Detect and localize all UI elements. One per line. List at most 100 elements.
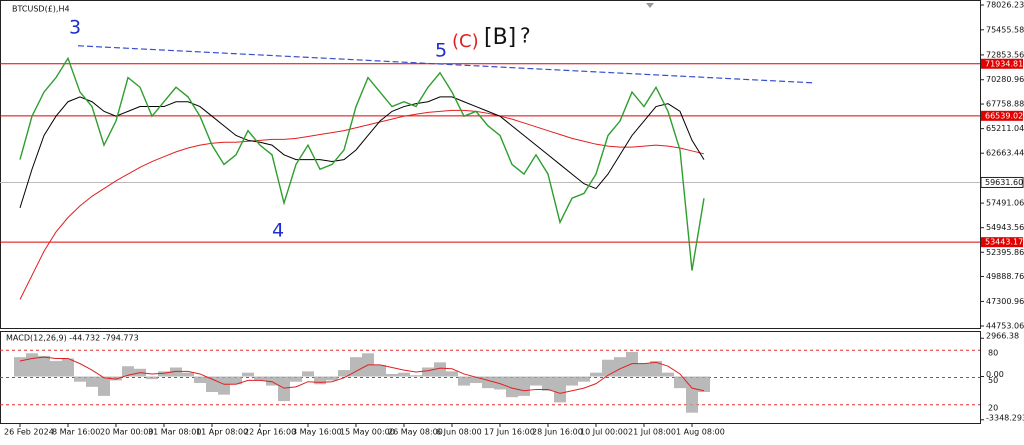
histogram-bar <box>482 376 494 389</box>
level-label: 80 <box>988 349 998 358</box>
histogram-bar <box>146 376 158 380</box>
histogram-bar <box>686 376 698 413</box>
x-tick-label: 21 Jul 08:00 <box>628 428 676 437</box>
series-line <box>19 56 705 271</box>
level-label: 71934.81 <box>985 59 1023 68</box>
histogram-bar <box>158 371 170 377</box>
x-tick-label: 26 Feb 2024 <box>4 428 54 437</box>
histogram-bar <box>698 376 710 393</box>
histogram-bar <box>614 357 626 377</box>
series-line <box>19 96 705 208</box>
histogram-bar <box>422 367 434 377</box>
wave-label: 3 <box>69 17 81 39</box>
x-tick-label: 17 Jun 16:00 <box>484 428 535 437</box>
histogram-bar <box>74 376 86 382</box>
y-tick-label: 75455.58 <box>986 25 1024 34</box>
price-panel <box>0 0 981 329</box>
histogram-bar <box>470 376 482 383</box>
y-tick-label: 57491.06 <box>986 199 1024 208</box>
level-tag <box>981 237 1023 248</box>
histogram-bar <box>302 371 314 377</box>
histogram-bar <box>194 376 206 383</box>
annotation: [B] <box>484 25 516 50</box>
y-tick-label: 0.00 <box>986 370 1004 379</box>
histogram-bar <box>434 362 446 377</box>
y-tick-label: 78026.23 <box>986 0 1024 9</box>
series-line <box>19 356 705 394</box>
y-tick-label: -3348.293 <box>986 413 1024 422</box>
x-tick-label: 28 Jun 16:00 <box>532 428 583 437</box>
level-label: 20 <box>988 403 998 412</box>
histogram-bar <box>530 376 542 386</box>
histogram-bar <box>62 358 74 377</box>
histogram-bar <box>446 371 458 377</box>
histogram-bar <box>14 357 26 377</box>
histogram-bar <box>290 376 302 382</box>
series-line <box>19 109 705 300</box>
level-tag <box>981 58 1023 69</box>
histogram-bar <box>458 376 470 386</box>
annotation: ? <box>520 24 531 48</box>
histogram-bar <box>242 372 254 377</box>
histogram-bar <box>398 372 410 377</box>
histogram-bar <box>266 376 278 386</box>
histogram-bar <box>626 352 638 377</box>
y-tick-label: 44753.06 <box>986 322 1024 331</box>
x-tick-label: 1 Aug 08:00 <box>676 428 725 437</box>
trendline <box>77 45 816 84</box>
histogram-bar <box>554 376 566 403</box>
histogram-bar <box>566 376 578 386</box>
histogram-bar <box>650 361 662 377</box>
histogram-bar <box>662 372 674 377</box>
histogram-bar <box>50 361 62 377</box>
y-tick-label: 72853.56 <box>986 50 1024 59</box>
histogram-bar <box>182 372 194 377</box>
last-price-label: 59631.60 <box>985 178 1023 187</box>
histogram-bar <box>38 355 50 377</box>
histogram-bar <box>374 364 386 377</box>
histogram-bar <box>254 376 266 381</box>
level-label: 66539.02 <box>985 111 1023 120</box>
x-tick-label: 22 Apr 16:00 <box>244 428 296 437</box>
level-tag <box>981 110 1023 121</box>
y-tick-label: 67758.88 <box>986 100 1024 109</box>
histogram-bar <box>542 376 554 391</box>
y-tick-label: 54943.56 <box>986 223 1024 232</box>
histogram-bar <box>314 376 326 385</box>
histogram-bar <box>122 366 134 377</box>
wave-label: 4 <box>272 220 284 242</box>
histogram-bar <box>230 376 242 385</box>
histogram-bar <box>26 353 38 377</box>
x-tick-label: 20 Mar 00:00 <box>100 428 153 437</box>
y-tick-label: 49888.76 <box>986 272 1024 281</box>
histogram-bar <box>410 375 422 377</box>
y-tick-label: 65211.04 <box>986 124 1024 133</box>
histogram-bar <box>518 376 530 396</box>
x-tick-label: 31 Mar 08:00 <box>148 428 201 437</box>
histogram-bar <box>674 376 686 389</box>
x-tick-label: 6 Jun 08:00 <box>436 428 482 437</box>
histogram-bar <box>386 373 398 377</box>
histogram-bar <box>170 367 182 377</box>
y-tick-label: 47300.96 <box>986 297 1024 306</box>
symbol-title: BTCUSD(£),H4 <box>12 5 70 14</box>
x-tick-label: 11 Apr 08:00 <box>196 428 248 437</box>
histogram-bar <box>638 363 650 377</box>
histogram-bar <box>278 376 290 402</box>
annotation: (C) <box>452 31 479 52</box>
x-tick-label: 10 Jul 00:00 <box>580 428 628 437</box>
y-tick-label: 62663.44 <box>986 149 1024 158</box>
x-tick-label: 26 May 08:00 <box>388 428 443 437</box>
level-label: 50 <box>988 376 998 385</box>
wave-label: 5 <box>435 40 447 62</box>
y-tick-label: 70280.96 <box>986 75 1024 84</box>
histogram-bar <box>350 357 362 377</box>
histogram-bar <box>86 376 98 387</box>
histogram-bar <box>578 376 590 382</box>
histogram-bar <box>218 376 230 395</box>
histogram-bar <box>338 370 350 377</box>
histogram-bar <box>590 372 602 377</box>
histogram-bar <box>494 376 506 390</box>
histogram-bar <box>110 376 122 381</box>
